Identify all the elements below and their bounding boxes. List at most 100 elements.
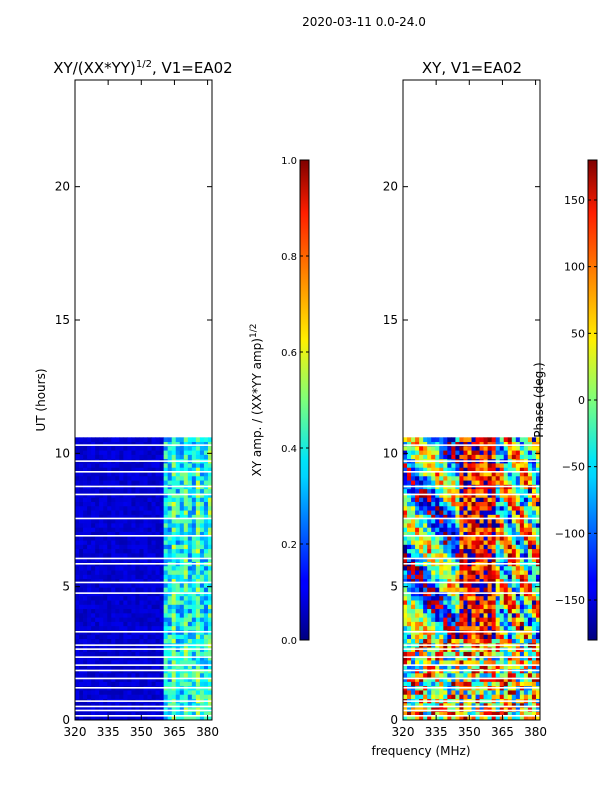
heatmap-cell bbox=[455, 437, 460, 443]
heatmap-cell bbox=[187, 582, 193, 588]
left-colorbar-label: XY amp. / (XX*YY amp)1/2 bbox=[249, 324, 264, 477]
heatmap-cell bbox=[175, 715, 181, 721]
heatmap-cell bbox=[103, 715, 108, 721]
heatmap-cell bbox=[411, 552, 416, 558]
heatmap-cell bbox=[95, 634, 100, 640]
heatmap-cell bbox=[463, 664, 468, 670]
heatmap-cell bbox=[155, 544, 161, 550]
heatmap-cell bbox=[459, 454, 464, 460]
heatmap-cell bbox=[419, 557, 424, 562]
heatmap-cell bbox=[115, 552, 120, 558]
heatmap-cell bbox=[475, 604, 480, 610]
heatmap-cell bbox=[79, 501, 84, 507]
heatmap-cell bbox=[451, 664, 456, 670]
heatmap-cell bbox=[535, 600, 541, 605]
heatmap-cell bbox=[411, 463, 416, 468]
heatmap-cell bbox=[427, 711, 432, 717]
heatmap-cell bbox=[451, 655, 456, 661]
heatmap-cell bbox=[519, 548, 525, 554]
heatmap-cell bbox=[423, 574, 428, 580]
heatmap-cell bbox=[171, 505, 177, 511]
heatmap-cell bbox=[479, 510, 484, 515]
heatmap-cell bbox=[187, 595, 193, 601]
heatmap-cell bbox=[455, 463, 460, 468]
heatmap-cell bbox=[179, 522, 185, 528]
heatmap-cell bbox=[151, 600, 156, 605]
heatmap-cell bbox=[127, 467, 132, 472]
heatmap-cell bbox=[119, 493, 124, 498]
heatmap-cell bbox=[503, 638, 509, 644]
heatmap-cell bbox=[511, 445, 517, 451]
heatmap-cell bbox=[115, 651, 120, 657]
heatmap-cell bbox=[175, 681, 181, 687]
heatmap-cell bbox=[103, 694, 108, 699]
flagged-row bbox=[403, 493, 540, 496]
heatmap-cell bbox=[111, 480, 116, 485]
heatmap-cell bbox=[203, 437, 209, 443]
heatmap-cell bbox=[507, 535, 513, 541]
heatmap-cell bbox=[203, 510, 209, 515]
heatmap-cell bbox=[171, 552, 177, 558]
heatmap-cell bbox=[515, 445, 521, 451]
heatmap-cell bbox=[407, 651, 412, 657]
heatmap-cell bbox=[519, 540, 525, 545]
heatmap-cell bbox=[127, 570, 132, 575]
heatmap-cell bbox=[535, 540, 541, 545]
heatmap-cell bbox=[451, 578, 456, 584]
heatmap-cell bbox=[527, 664, 533, 670]
heatmap-cell bbox=[455, 625, 460, 631]
heatmap-cell bbox=[443, 463, 448, 468]
heatmap-cell bbox=[511, 570, 517, 575]
heatmap-cell bbox=[479, 454, 484, 460]
heatmap-cell bbox=[95, 664, 100, 670]
heatmap-cell bbox=[515, 497, 521, 502]
heatmap-cell bbox=[499, 587, 505, 592]
heatmap-cell bbox=[503, 501, 509, 507]
heatmap-cell bbox=[483, 454, 489, 460]
heatmap-cell bbox=[527, 450, 533, 455]
heatmap-cell bbox=[423, 552, 428, 558]
heatmap-cell bbox=[503, 522, 509, 528]
heatmap-cell bbox=[191, 694, 197, 699]
heatmap-cell bbox=[535, 574, 541, 580]
heatmap-cell bbox=[483, 715, 489, 721]
heatmap-cell bbox=[131, 501, 136, 507]
heatmap-cell bbox=[107, 548, 112, 554]
heatmap-cell bbox=[123, 612, 128, 618]
heatmap-cell bbox=[467, 437, 472, 443]
heatmap-cell bbox=[131, 510, 136, 515]
heatmap-cell bbox=[535, 535, 541, 541]
heatmap-cell bbox=[103, 660, 108, 665]
heatmap-cell bbox=[79, 450, 84, 455]
heatmap-cell bbox=[115, 655, 120, 661]
heatmap-cell bbox=[155, 672, 161, 678]
heatmap-cell bbox=[519, 625, 525, 631]
heatmap-cell bbox=[75, 540, 80, 545]
heatmap-cell bbox=[87, 707, 92, 712]
heatmap-cell bbox=[163, 582, 169, 588]
heatmap-cell bbox=[91, 471, 96, 477]
heatmap-cell bbox=[471, 445, 476, 451]
heatmap-cell bbox=[407, 467, 412, 472]
flagged-row bbox=[403, 460, 540, 462]
heatmap-cell bbox=[187, 497, 193, 502]
heatmap-cell bbox=[195, 715, 201, 721]
heatmap-cell bbox=[163, 441, 169, 447]
heatmap-cell bbox=[75, 518, 80, 524]
heatmap-cell bbox=[99, 694, 104, 699]
heatmap-cell bbox=[407, 711, 412, 717]
heatmap-cell bbox=[191, 544, 197, 550]
heatmap-cell bbox=[451, 582, 456, 588]
heatmap-cell bbox=[447, 467, 452, 472]
heatmap-cell bbox=[111, 570, 116, 575]
heatmap-cell bbox=[167, 450, 173, 455]
heatmap-cell bbox=[407, 587, 412, 592]
heatmap-cell bbox=[139, 437, 144, 443]
heatmap-cell bbox=[79, 540, 84, 545]
heatmap-cell bbox=[511, 437, 517, 443]
heatmap-cell bbox=[443, 677, 448, 682]
heatmap-cell bbox=[423, 664, 428, 670]
heatmap-cell bbox=[523, 694, 529, 699]
heatmap-cell bbox=[443, 531, 448, 537]
heatmap-cell bbox=[407, 522, 412, 528]
